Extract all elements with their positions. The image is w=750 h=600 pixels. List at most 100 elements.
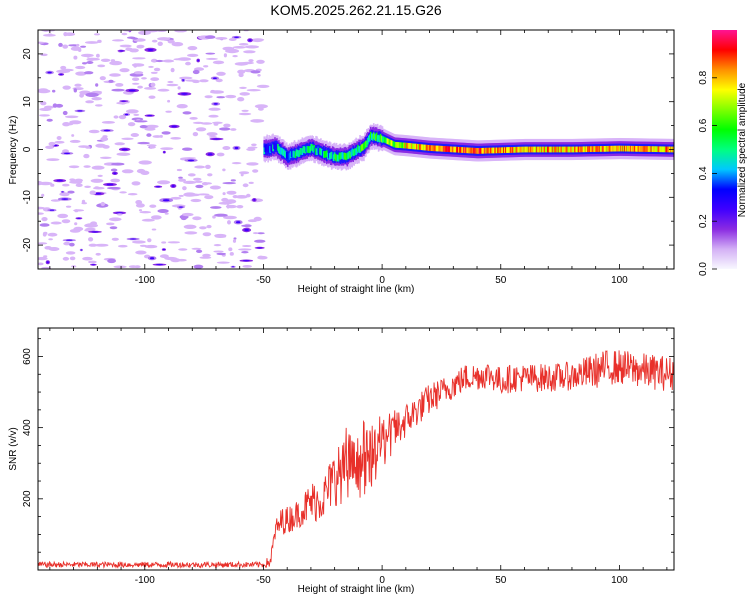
noise-blob bbox=[46, 158, 60, 162]
noise-blob bbox=[95, 83, 99, 87]
noise-blob bbox=[193, 177, 202, 181]
noise-blob bbox=[80, 45, 87, 48]
noise-blob-core bbox=[147, 115, 153, 117]
y-tick-label: -10 bbox=[22, 190, 33, 205]
noise-blob bbox=[222, 168, 226, 172]
ridge-cell bbox=[315, 148, 317, 155]
noise-blob bbox=[238, 248, 252, 251]
noise-blob bbox=[82, 256, 93, 261]
noise-blob bbox=[135, 200, 143, 205]
noise-blob bbox=[150, 71, 158, 74]
noise-blob bbox=[60, 65, 67, 70]
noise-blob-core bbox=[124, 113, 129, 116]
ridge-cell bbox=[642, 146, 645, 152]
spectrogram-x-ticks: -100 -50 0 50 100 bbox=[49, 30, 668, 286]
noise-blob bbox=[63, 241, 71, 246]
noise-blob bbox=[238, 73, 244, 78]
noise-blob bbox=[151, 228, 157, 231]
noise-blob bbox=[193, 264, 204, 269]
noise-blob-core bbox=[178, 206, 183, 208]
noise-blob bbox=[83, 165, 91, 168]
noise-blob bbox=[157, 180, 171, 185]
noise-blob-core bbox=[162, 199, 170, 202]
ridge-cell bbox=[452, 146, 454, 153]
noise-blob bbox=[62, 122, 71, 127]
noise-blob bbox=[132, 57, 146, 60]
ridge-cell bbox=[531, 146, 533, 153]
ridge-cell bbox=[657, 146, 659, 153]
noise-blob bbox=[250, 70, 261, 74]
ridge-cell bbox=[410, 143, 412, 149]
noise-blob bbox=[97, 39, 102, 44]
colorbar-label: Normalized spectral amplitude bbox=[737, 82, 748, 217]
ridge-cell bbox=[314, 147, 316, 155]
ridge-cell bbox=[341, 152, 344, 159]
noise-blob bbox=[38, 88, 49, 92]
chart-title: KOM5.2025.262.21.15.G26 bbox=[270, 2, 441, 18]
noise-blob bbox=[253, 216, 262, 222]
ridge-cell bbox=[270, 145, 272, 152]
noise-blob bbox=[69, 178, 76, 182]
ridge-cell bbox=[626, 145, 628, 152]
colorbar-tick-label: 0.2 bbox=[698, 214, 709, 228]
ridge-cell bbox=[406, 142, 408, 149]
ridge-cell bbox=[467, 147, 470, 154]
noise-blob-core bbox=[121, 148, 128, 151]
noise-blob-core bbox=[91, 264, 96, 266]
ridge-cell bbox=[268, 145, 270, 153]
ridge-cell bbox=[641, 146, 644, 152]
noise-blob bbox=[50, 221, 62, 225]
noise-blob-core bbox=[147, 48, 154, 51]
ridge-cell bbox=[551, 146, 554, 153]
ridge-cell bbox=[530, 146, 532, 153]
ridge-cell bbox=[518, 146, 521, 153]
noise-blob bbox=[170, 137, 182, 140]
noise-blob-core bbox=[95, 192, 102, 195]
ridge-cell bbox=[577, 146, 579, 153]
ridge-cell bbox=[413, 143, 416, 150]
ridge-cell bbox=[462, 147, 465, 153]
ridge-cell bbox=[610, 145, 613, 152]
ridge-cell bbox=[627, 145, 629, 152]
noise-blob bbox=[100, 201, 106, 207]
noise-blob bbox=[133, 113, 140, 116]
noise-blob bbox=[60, 68, 74, 72]
ridge-cell bbox=[265, 144, 267, 152]
ridge-cell bbox=[500, 147, 503, 154]
noise-blob bbox=[232, 239, 237, 243]
noise-blob bbox=[40, 101, 47, 106]
ridge-cell bbox=[294, 151, 297, 159]
ridge-cell bbox=[628, 145, 630, 152]
noise-blob bbox=[85, 227, 96, 231]
noise-blob-core bbox=[242, 260, 250, 262]
noise-blob bbox=[164, 212, 169, 215]
ridge-cell bbox=[321, 149, 323, 156]
ridge-cell bbox=[340, 152, 343, 159]
ridge-cell bbox=[328, 153, 331, 160]
noise-blob-core bbox=[244, 228, 249, 232]
ridge-cell bbox=[366, 140, 368, 148]
ridge-cell bbox=[421, 144, 424, 151]
snr-background bbox=[38, 328, 674, 570]
ridge-cell bbox=[389, 139, 392, 146]
noise-blob bbox=[55, 103, 64, 108]
noise-blob bbox=[64, 32, 76, 36]
noise-blob bbox=[139, 211, 152, 214]
noise-blob bbox=[157, 37, 171, 41]
colorbar-ticks: 0.0 0.2 0.4 0.6 0.8 bbox=[698, 70, 717, 276]
noise-blob bbox=[183, 224, 197, 229]
noise-blob bbox=[187, 53, 199, 58]
noise-blob bbox=[242, 183, 249, 188]
ridge-cell bbox=[292, 150, 295, 158]
ridge-cell bbox=[666, 146, 668, 153]
noise-blob bbox=[99, 156, 112, 159]
ridge-cell bbox=[612, 145, 614, 152]
noise-blob-core bbox=[106, 183, 114, 186]
ridge-cell bbox=[493, 147, 495, 154]
noise-blob bbox=[246, 162, 259, 166]
ridge-cell bbox=[506, 147, 509, 153]
noise-blob bbox=[91, 97, 102, 101]
noise-blob bbox=[75, 71, 87, 76]
ridge-cell bbox=[637, 146, 640, 152]
noise-blob bbox=[109, 73, 121, 77]
